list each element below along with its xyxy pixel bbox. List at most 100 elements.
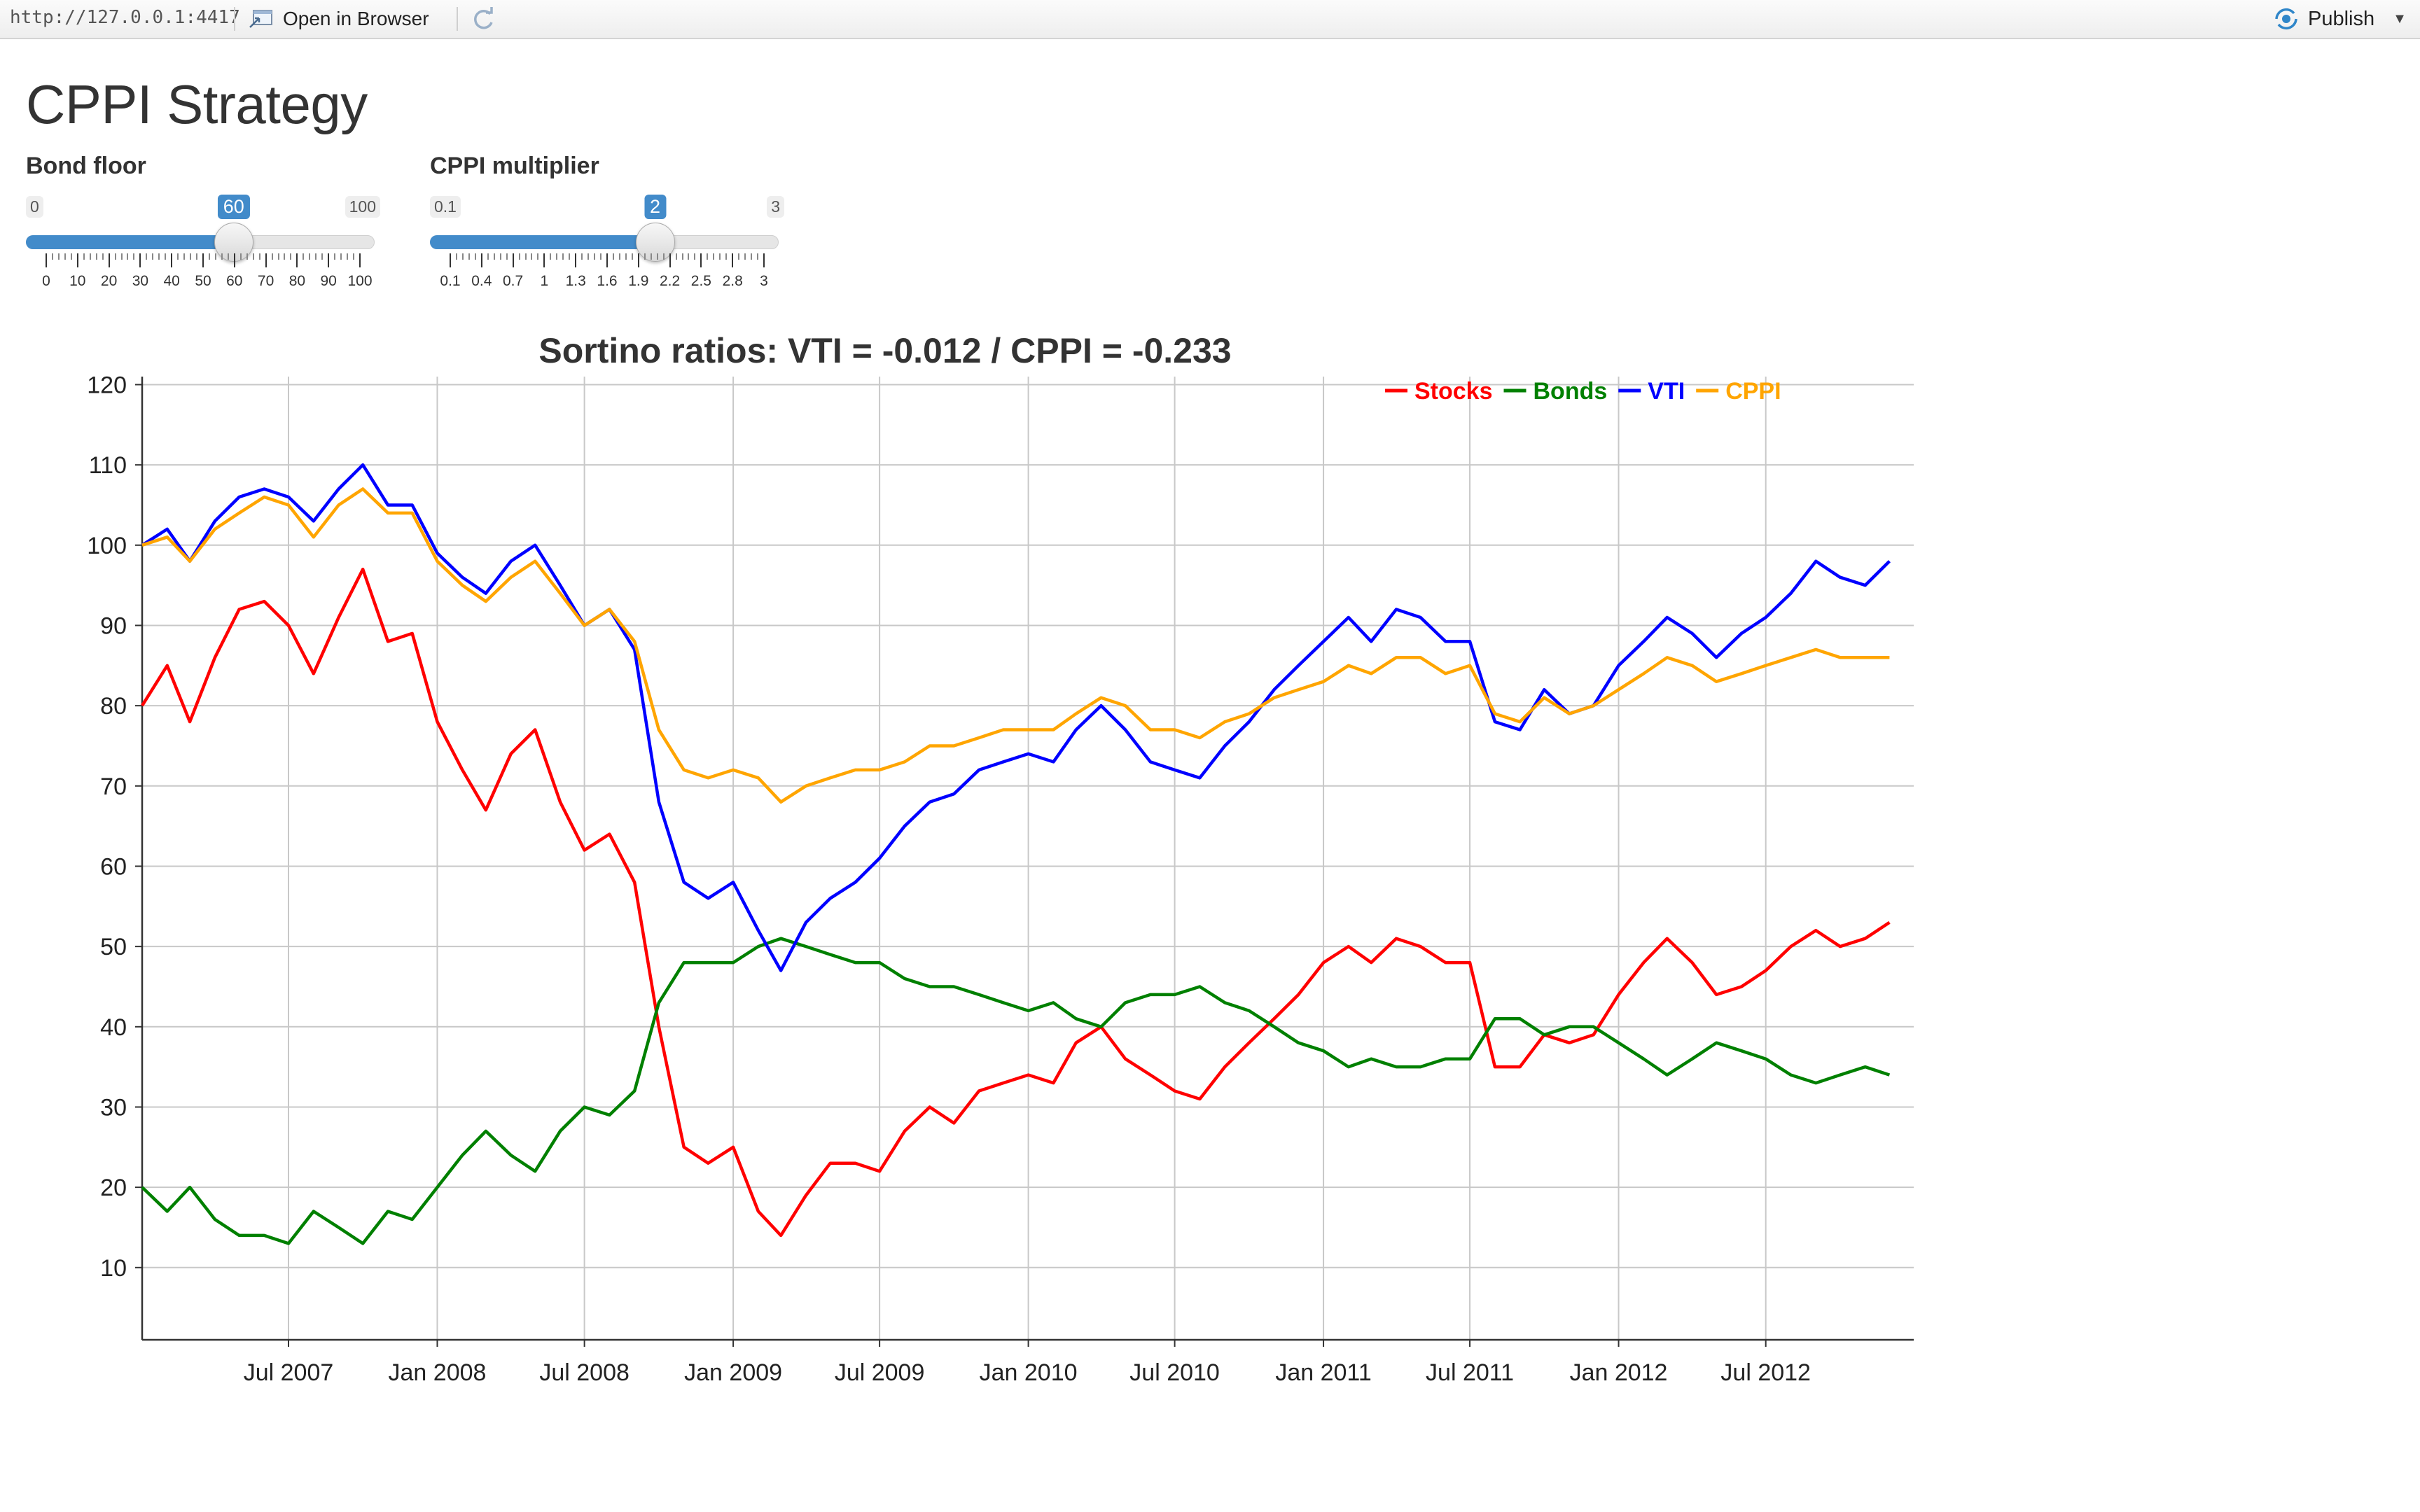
bond-floor-slider[interactable]: Bond floor 0 100 60 0 10 20 30 40 50 60 70 80 90 1… <box>26 153 383 300</box>
y-tick-label: 40 <box>100 1014 127 1041</box>
publish-icon <box>2275 8 2297 30</box>
cppi-multiplier-label: CPPI multiplier <box>430 153 599 179</box>
slider-minor-tick <box>302 253 305 260</box>
y-tick-label: 70 <box>100 774 127 800</box>
toolbar-divider <box>457 7 458 31</box>
slider-minor-tick <box>277 253 279 260</box>
refresh-icon <box>474 7 493 29</box>
slider-minor-tick <box>675 253 677 260</box>
slider-minor-tick <box>246 253 248 260</box>
slider-minor-tick <box>284 253 286 260</box>
slider-minor-tick <box>239 253 242 260</box>
y-tick-label: 30 <box>100 1094 127 1121</box>
slider-minor-tick <box>227 253 229 260</box>
publish-label: Publish <box>2308 7 2375 30</box>
slider-minor-tick <box>95 253 97 260</box>
publish-button[interactable]: Publish ▼ <box>2273 4 2407 34</box>
slider-minor-tick <box>518 253 520 260</box>
slider-minor-tick <box>662 253 665 260</box>
bond-floor-value-bubble: 60 <box>217 195 250 219</box>
chart-axes: 10 20 30 40 50 60 70 80 90 100 110 120 Jul 2007 Jan 2… <box>87 372 1914 1386</box>
slider-minor-tick <box>127 253 129 260</box>
y-tick-label: 10 <box>100 1255 127 1282</box>
bond-floor-max-label: 100 <box>345 196 380 218</box>
cppi-multiplier-max-label: 3 <box>767 196 784 218</box>
slider-minor-tick <box>493 253 495 260</box>
slider-minor-tick <box>751 253 753 260</box>
slider-minor-tick <box>315 253 317 260</box>
slider-minor-tick <box>594 253 596 260</box>
refresh-button[interactable] <box>469 6 497 34</box>
slider-minor-tick <box>694 253 696 260</box>
series-line-bonds <box>141 937 1891 1245</box>
cppi-multiplier-slider[interactable]: CPPI multiplier 0.1 3 2 0.1 0.4 0.7 1 1.3 1.6… <box>430 153 787 300</box>
slider-minor-tick <box>252 253 254 260</box>
slider-minor-tick <box>550 253 552 260</box>
slider-minor-tick <box>612 253 614 260</box>
slider-major-tick <box>76 253 78 267</box>
slider-tick-label: 0.1 <box>440 273 461 289</box>
series-line-cppi <box>141 487 1890 804</box>
slider-minor-tick <box>133 253 135 260</box>
slider-major-tick <box>171 253 173 267</box>
slider-minor-tick <box>600 253 602 260</box>
bond-floor-fill <box>26 235 234 249</box>
publish-dropdown-icon[interactable]: ▼ <box>2393 10 2407 27</box>
slider-minor-tick <box>487 253 489 260</box>
slider-minor-tick <box>556 253 558 260</box>
slider-major-tick <box>359 253 361 267</box>
page-title: CPPI Strategy <box>26 74 368 135</box>
slider-minor-tick <box>656 253 658 260</box>
y-tick-label: 80 <box>100 693 127 720</box>
slider-major-tick <box>637 253 639 267</box>
slider-minor-tick <box>258 253 260 260</box>
slider-tick-label: 60 <box>226 273 243 289</box>
chart-grid <box>142 377 1914 1340</box>
slider-tick-label: 1.3 <box>565 273 586 289</box>
slider-minor-tick <box>196 253 198 260</box>
x-tick-label: Jan 2010 <box>980 1359 1078 1386</box>
slider-minor-tick <box>707 253 709 260</box>
slider-minor-tick <box>64 253 66 260</box>
cppi-multiplier-value-bubble: 2 <box>644 195 667 219</box>
slider-major-tick <box>139 253 141 267</box>
slider-major-tick <box>265 253 267 267</box>
slider-major-tick <box>296 253 298 267</box>
slider-major-tick <box>450 253 451 267</box>
slider-minor-tick <box>334 253 336 260</box>
slider-minor-tick <box>455 253 457 260</box>
slider-major-tick <box>575 253 577 267</box>
slider-tick-label: 0.4 <box>471 273 492 289</box>
slider-minor-tick <box>114 253 116 260</box>
slider-major-tick <box>606 253 608 267</box>
cppi-multiplier-handle[interactable] <box>635 223 675 262</box>
y-tick-label: 100 <box>87 533 127 559</box>
y-tick-label: 120 <box>87 372 127 398</box>
slider-minor-tick <box>506 253 508 260</box>
y-tick-label: 60 <box>100 853 127 880</box>
slider-minor-tick <box>531 253 533 260</box>
open-in-browser-button[interactable]: Open in Browser <box>248 4 429 34</box>
slider-minor-tick <box>214 253 216 260</box>
slider-minor-tick <box>152 253 154 260</box>
viewer-toolbar: http://127.0.0.1:4417 Open in Browser Pu… <box>0 0 2420 39</box>
chart-legend: Stocks Bonds VTI CPPI <box>1385 378 1781 405</box>
series-line-vti <box>141 463 1891 972</box>
x-tick-label: Jul 2012 <box>1720 1359 1811 1386</box>
slider-minor-tick <box>744 253 746 260</box>
slider-tick-label: 1.6 <box>597 273 618 289</box>
cppi-multiplier-min-label: 0.1 <box>430 196 461 218</box>
viewer-url[interactable]: http://127.0.0.1:4417 <box>10 7 240 28</box>
x-tick-label: Jan 2012 <box>1570 1359 1668 1386</box>
slider-major-tick <box>46 253 47 267</box>
x-tick-label: Jan 2008 <box>389 1359 487 1386</box>
slider-major-tick <box>732 253 734 267</box>
slider-major-tick <box>108 253 110 267</box>
chart-series <box>141 463 1891 1245</box>
slider-tick-label: 0 <box>42 273 50 289</box>
open-in-browser-label: Open in Browser <box>283 8 429 29</box>
slider-minor-tick <box>146 253 148 260</box>
slider-tick-label: 30 <box>132 273 149 289</box>
series-line-stocks <box>141 567 1891 1238</box>
